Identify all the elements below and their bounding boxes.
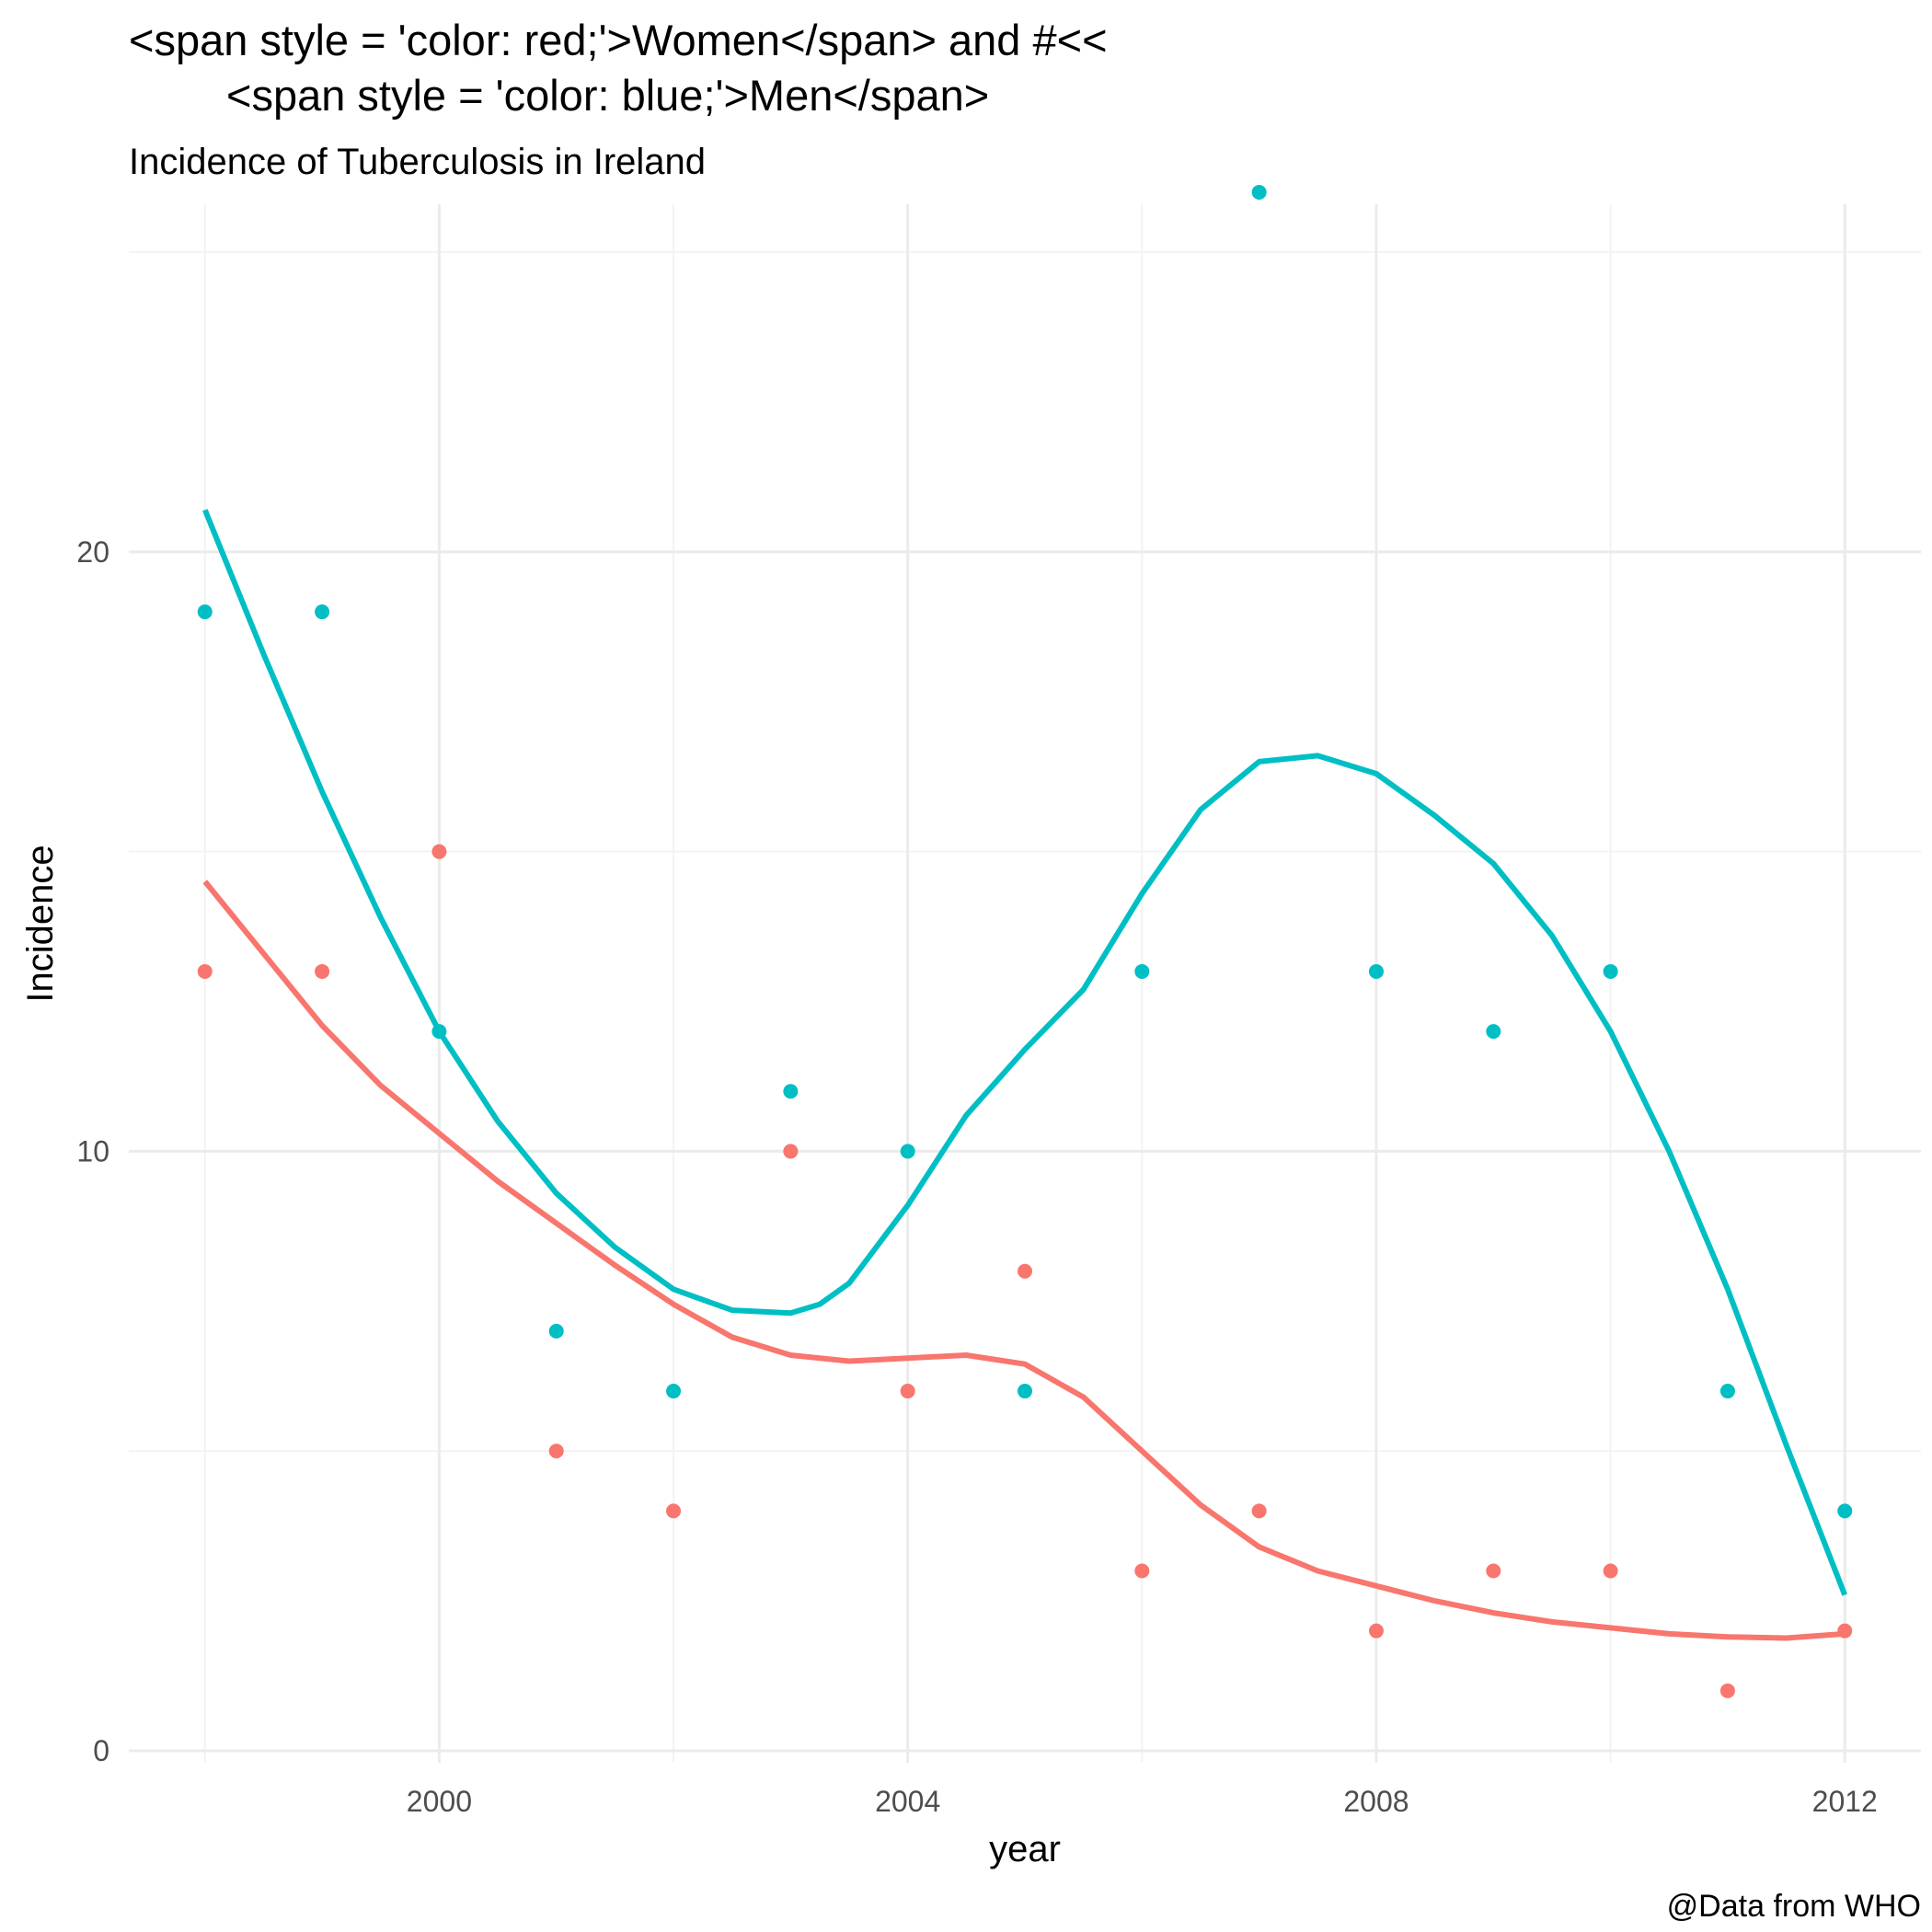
- data-point: [1368, 963, 1384, 979]
- data-point: [1486, 1563, 1501, 1579]
- series-group-0: [197, 844, 1853, 1698]
- x-tick-label: 2012: [1812, 1785, 1878, 1818]
- chart-title-line-1: <span style = 'color: red;'>Women</span>…: [129, 16, 1108, 64]
- smooth-line: [202, 880, 1846, 1641]
- axis-labels: 2000 2004 2008 2012 0 10 20: [76, 535, 1877, 1818]
- data-point: [1719, 1384, 1735, 1399]
- data-point: [1018, 1384, 1032, 1399]
- data-point: [1837, 1503, 1853, 1519]
- x-tick-label: 2000: [407, 1785, 472, 1818]
- chart-subtitle: Incidence of Tuberculosis in Ireland: [129, 142, 706, 182]
- data-point: [666, 1384, 682, 1399]
- smooth-line: [202, 509, 1847, 1596]
- data-point: [1603, 963, 1618, 979]
- data-point: [783, 1144, 799, 1159]
- data-point: [1251, 184, 1267, 200]
- data-point: [1603, 1563, 1618, 1579]
- data-point: [315, 604, 330, 620]
- data-point: [783, 1084, 799, 1099]
- data-point: [1837, 1623, 1853, 1639]
- data-point: [1134, 963, 1150, 979]
- x-axis-title: year: [989, 1829, 1061, 1869]
- data-point: [1018, 1263, 1032, 1279]
- x-tick-label: 2008: [1343, 1785, 1409, 1818]
- data-point: [548, 1323, 564, 1339]
- data-point: [197, 604, 213, 620]
- data-point: [666, 1503, 682, 1519]
- data-point: [197, 963, 213, 979]
- data-point: [900, 1384, 915, 1399]
- chart-title-line-2: <span style = 'color: blue;'>Men</span>: [226, 71, 989, 120]
- data-point: [1719, 1683, 1735, 1698]
- data-point: [548, 1443, 564, 1459]
- data-point: [431, 1024, 447, 1040]
- data-point: [1134, 1563, 1150, 1579]
- data-point: [431, 844, 447, 859]
- grid-lines: [129, 204, 1921, 1763]
- y-tick-label: 10: [76, 1134, 109, 1167]
- x-tick-label: 2004: [875, 1785, 940, 1818]
- y-tick-label: 20: [76, 535, 109, 569]
- plot-area: [197, 184, 1853, 1698]
- data-point: [1368, 1623, 1384, 1639]
- series-group-1: [197, 184, 1853, 1596]
- data-point: [315, 963, 330, 979]
- data-point: [900, 1144, 915, 1159]
- y-axis-title: Incidence: [20, 845, 61, 1002]
- chart-caption: @Data from WHO: [1667, 1889, 1921, 1924]
- data-point: [1251, 1503, 1267, 1519]
- y-tick-label: 0: [93, 1734, 109, 1767]
- data-point: [1486, 1024, 1501, 1040]
